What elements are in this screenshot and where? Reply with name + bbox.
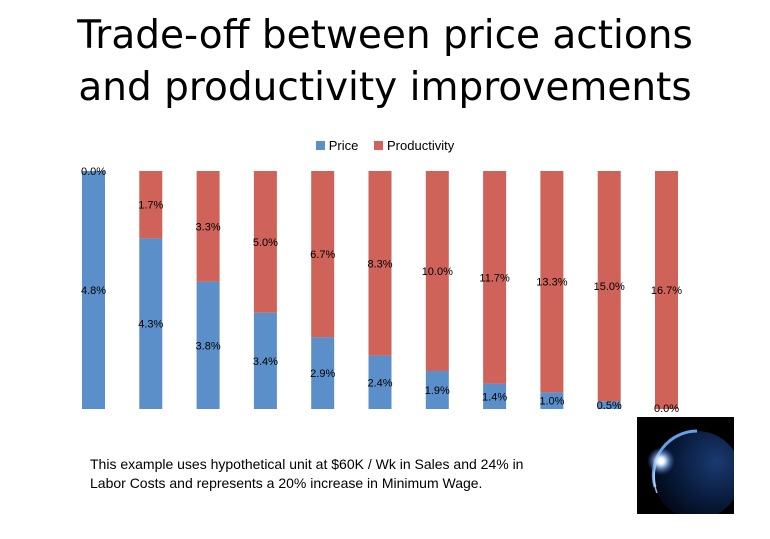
bar-price-3 [196, 281, 220, 409]
bar-productivity-6 [368, 171, 392, 356]
bar-price-1 [82, 171, 105, 409]
label-productivity-7: 10.0% [422, 266, 453, 278]
title-line-2: and productivity improvements [78, 65, 692, 110]
label-productivity-8: 11.7% [479, 272, 510, 284]
footnote-line-1: This example uses hypothetical unit at $… [90, 456, 524, 472]
label-productivity-5: 6.7% [310, 249, 335, 261]
bar-productivity-9 [540, 171, 564, 393]
bar-productivity-3 [196, 171, 220, 282]
label-productivity-9: 13.3% [536, 277, 567, 289]
bar-productivity-5 [311, 171, 335, 338]
label-price-1: 4.8% [81, 285, 106, 297]
bar-productivity-10 [597, 171, 621, 402]
bar-price-9 [540, 392, 564, 409]
label-price-4: 3.4% [253, 356, 278, 368]
bar-price-7 [425, 371, 449, 409]
earth-from-space-icon [637, 417, 741, 519]
label-price-9: 1.0% [539, 396, 564, 408]
label-price-11: 0.0% [654, 403, 679, 415]
bar-price-8 [483, 383, 507, 409]
label-productivity-3: 3.3% [196, 221, 221, 233]
legend-swatch-price [315, 141, 325, 151]
bar-price-10 [597, 401, 621, 409]
bar-productivity-7 [425, 171, 449, 371]
label-price-5: 2.9% [310, 368, 335, 380]
legend-swatch-productivity [374, 141, 384, 151]
legend-label-price: Price [328, 138, 359, 153]
bar-price-2 [139, 238, 163, 409]
bar-productivity-11 [655, 171, 678, 409]
bar-price-4 [253, 312, 277, 409]
bar-price-5 [311, 337, 335, 409]
label-price-10: 0.5% [597, 400, 622, 412]
label-productivity-1: 0.0% [81, 166, 106, 178]
label-productivity-11: 16.7% [651, 285, 682, 297]
title-line-1: Trade-off between price actions [77, 13, 693, 58]
bar-price-6 [368, 355, 392, 409]
label-price-3: 3.8% [196, 340, 221, 352]
label-productivity-2: 1.7% [138, 200, 163, 212]
legend-item-productivity: Productivity [374, 139, 454, 153]
legend-item-price: Price [315, 138, 359, 153]
label-productivity-4: 5.0% [253, 237, 278, 249]
label-productivity-10: 15.0% [594, 281, 625, 293]
label-price-6: 2.4% [367, 377, 392, 389]
bar-productivity-8 [483, 171, 507, 384]
label-productivity-6: 8.3% [367, 258, 392, 270]
label-price-7: 1.9% [425, 385, 450, 397]
chart-legend: Price Productivity [0, 139, 770, 153]
label-price-2: 4.3% [138, 319, 163, 331]
slide-title: Trade-off between price actions and prod… [0, 10, 770, 114]
bar-productivity-4 [253, 171, 277, 313]
legend-label-productivity: Productivity [387, 138, 455, 153]
bar-productivity-2 [139, 171, 163, 239]
label-price-8: 1.4% [482, 391, 507, 403]
footnote-line-2: Labor Costs and represents a 20% increas… [90, 475, 483, 491]
footnote: This example uses hypothetical unit at $… [90, 455, 620, 493]
